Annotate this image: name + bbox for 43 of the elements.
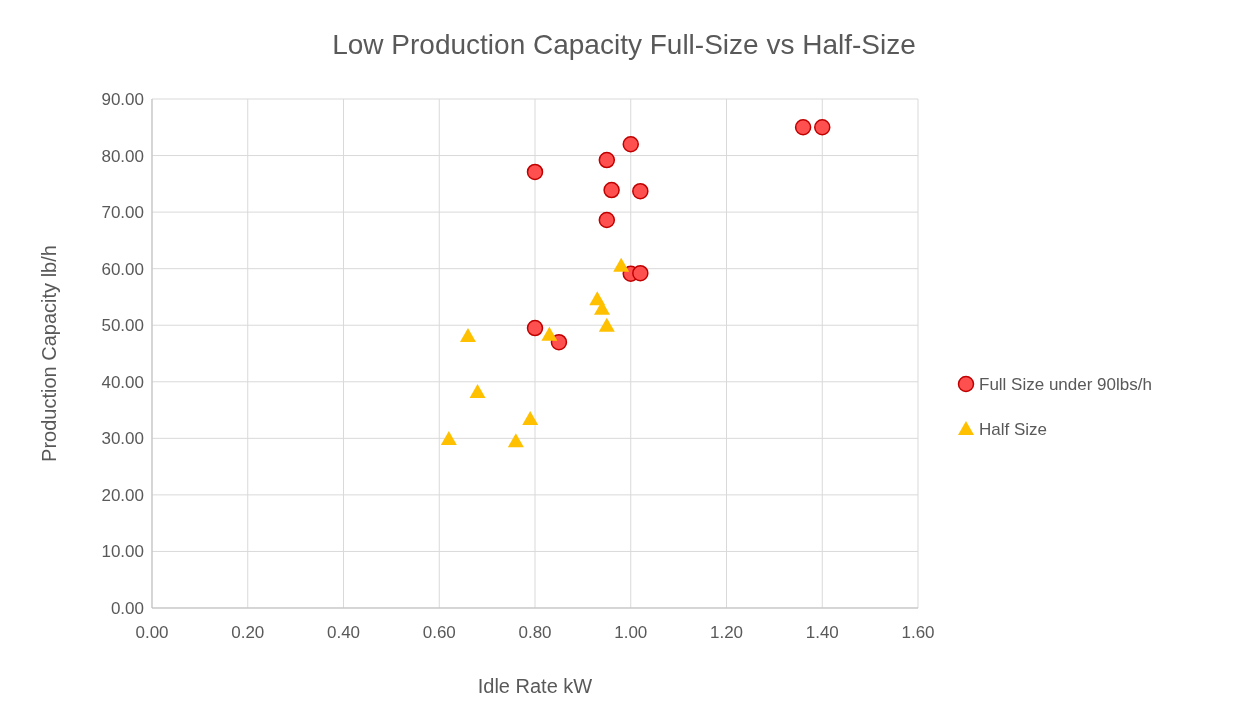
x-tick-label: 0.40 (326, 623, 361, 642)
point (622, 135, 639, 153)
point (522, 411, 539, 426)
y-axis-title: Production Capacity lb/h (38, 245, 60, 462)
y-tick-label: 50.00 (101, 316, 144, 336)
point (594, 300, 611, 315)
point (814, 119, 831, 136)
point (794, 119, 812, 136)
point (526, 163, 544, 181)
point (507, 433, 524, 448)
y-tick-label: 80.00 (101, 146, 144, 166)
point (459, 327, 476, 342)
x-tick-label: 1.20 (709, 623, 744, 642)
point (469, 383, 486, 398)
point (632, 182, 649, 200)
point (598, 211, 616, 229)
point (603, 181, 620, 199)
point (632, 264, 649, 282)
x-tick-label: 1.00 (614, 623, 648, 642)
x-tick-label: 0.60 (422, 623, 456, 642)
y-tick-label: 60.00 (101, 259, 144, 279)
y-tick-label: 30.00 (101, 429, 144, 449)
x-tick-label: 0.80 (518, 623, 552, 642)
y-tick-label: 40.00 (101, 372, 144, 392)
chart-title: Low Production Capacity Full-Size vs Half-Size (332, 29, 916, 60)
y-tick-label: 90.00 (101, 89, 144, 109)
point (613, 257, 630, 272)
y-tick-label: 10.00 (101, 542, 144, 562)
point (541, 326, 558, 341)
point (440, 430, 457, 445)
point (598, 317, 615, 332)
x-tick-label: 1.40 (805, 623, 839, 642)
x-tick-label: 0.20 (231, 623, 265, 642)
x-tick-label: 0.00 (135, 623, 169, 642)
y-tick-label: 0.00 (110, 598, 144, 618)
point (598, 151, 616, 169)
x-tick-label: 1.60 (901, 623, 935, 642)
y-tick-label: 20.00 (101, 485, 144, 505)
point (526, 319, 544, 337)
x-axis-title: Idle Rate kW (477, 675, 593, 697)
legend-label: Full Size under 90lbs/h (979, 374, 1152, 394)
legend-label: Half Size (979, 419, 1048, 439)
y-tick-label: 70.00 (101, 203, 144, 223)
